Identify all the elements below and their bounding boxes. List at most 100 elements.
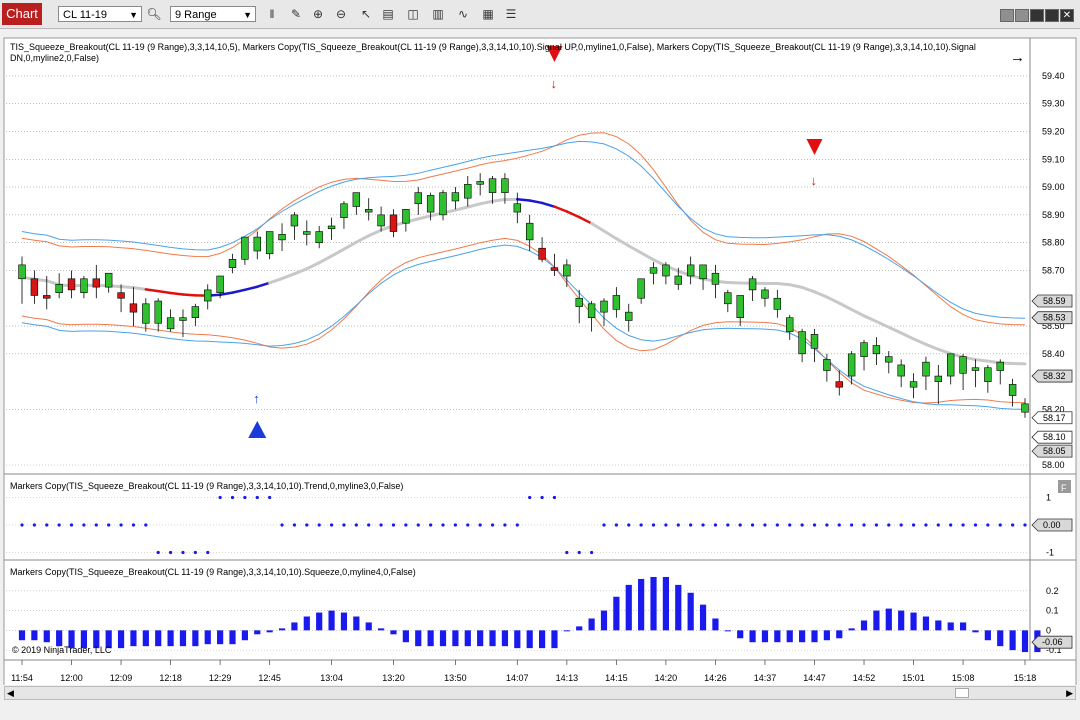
squeeze-bar (117, 630, 125, 649)
trend-dot (268, 495, 272, 500)
indicators-icon[interactable]: ▥ (432, 7, 444, 21)
search-icon[interactable]: 🔍︎ (146, 7, 162, 21)
price-tag-label: -0.06 (1042, 637, 1063, 647)
squeeze-bar (761, 630, 769, 643)
lower-inner-band (21, 244, 1026, 410)
squeeze-bar (340, 612, 348, 631)
ma-segment (874, 319, 891, 329)
candle-body (365, 209, 373, 213)
chart-area[interactable]: ↓↓↑ 59.4059.3059.2059.1059.0058.9058.805… (0, 29, 1080, 685)
trend-dot (651, 523, 656, 527)
scroll-thumb[interactable] (955, 688, 969, 698)
y-tick-label: 59.30 (1042, 99, 1065, 109)
trend-dot (1011, 523, 1015, 527)
trend-dot (354, 523, 358, 527)
candle-body (612, 295, 621, 310)
y-tick-label: 1 (1046, 493, 1051, 503)
candle-body (80, 278, 88, 293)
candle-body (377, 214, 385, 227)
bars-icon[interactable]: ǁ (269, 7, 275, 21)
properties-icon[interactable]: ▦ (482, 7, 494, 21)
ma-segment (565, 210, 581, 219)
ma-segment (825, 295, 841, 305)
candle-body (847, 353, 856, 377)
squeeze-bar (836, 630, 843, 639)
trend-dot (367, 523, 371, 527)
tile-icon[interactable] (1015, 9, 1029, 22)
candle-body (686, 264, 695, 277)
zoom-out-icon[interactable]: ⊖ (335, 7, 347, 21)
bar-type-select[interactable]: 9 Range ▼ (170, 6, 256, 22)
horizontal-scrollbar[interactable]: ◀ ▶ (4, 686, 1076, 700)
scroll-right-icon[interactable]: ▶ (1066, 688, 1073, 698)
ma-segment (491, 198, 507, 203)
squeeze-bar (179, 630, 187, 647)
trend-dot (107, 523, 111, 527)
trend-dot (614, 523, 618, 527)
y-tick-label: 59.40 (1042, 71, 1065, 81)
trend-dot (429, 523, 433, 527)
candle-body (414, 192, 422, 205)
ma-segment (887, 325, 903, 335)
squeeze-bar (402, 630, 409, 643)
squeeze-bar (192, 630, 199, 647)
x-tick-label: 12:00 (60, 673, 83, 683)
ma-segment (614, 237, 631, 248)
squeeze-bar (501, 630, 509, 647)
squeeze-bar (984, 630, 991, 641)
candle-body (451, 192, 460, 202)
trend-dot (738, 523, 742, 527)
instrument-select[interactable]: CL 11-19 ▼ (58, 6, 142, 22)
data-box-icon[interactable]: ▤ (382, 7, 394, 21)
squeeze-bar (18, 630, 26, 641)
squeeze-bar (353, 616, 360, 631)
candle-body (216, 275, 224, 293)
list-icon[interactable]: ☰ (505, 7, 517, 21)
strategies-icon[interactable]: ∿ (457, 7, 469, 21)
y-tick-label: -1 (1046, 548, 1054, 558)
squeeze-bar (80, 630, 88, 649)
zoom-in-icon[interactable]: ⊕ (312, 7, 324, 21)
trend-dot (874, 523, 879, 527)
ma-segment (169, 291, 185, 296)
trend-dot (788, 523, 792, 527)
ma-segment (256, 281, 271, 288)
pointer-icon[interactable]: ↖ (360, 7, 372, 21)
chart-tab[interactable]: Chart (2, 3, 42, 25)
candle-body (43, 295, 51, 299)
trend-dot (317, 523, 321, 527)
minimize-icon[interactable] (1030, 9, 1044, 22)
candle-body (92, 278, 101, 288)
candle-body (649, 267, 658, 274)
candle-body (748, 278, 757, 291)
signal-up-arrow: ↑ (253, 391, 260, 406)
tile-icon[interactable] (1000, 9, 1014, 22)
scroll-left-icon[interactable]: ◀ (7, 688, 14, 698)
squeeze-bar (477, 630, 484, 647)
trend-dot (899, 523, 903, 527)
ma-segment (367, 228, 383, 238)
templates-icon[interactable]: ◫ (407, 7, 419, 21)
ma-segment (899, 331, 916, 341)
trend-dot (168, 550, 173, 555)
arrow-right-icon[interactable]: → (1010, 49, 1025, 66)
y-tick-label: 58.00 (1042, 460, 1065, 470)
f-icon: F (1061, 483, 1067, 493)
close-icon[interactable]: ✕ (1060, 9, 1074, 22)
squeeze-bar (551, 630, 558, 649)
ma-segment (912, 337, 928, 346)
squeeze-bar (563, 630, 570, 632)
ma-segment (639, 251, 656, 262)
panel-collapse-button[interactable] (1058, 480, 1071, 493)
x-tick-label: 13:04 (320, 673, 343, 683)
pencil-icon[interactable]: ✎ (290, 7, 302, 21)
candle-body (241, 236, 249, 260)
trend-dot (726, 523, 730, 527)
maximize-icon[interactable] (1045, 9, 1059, 22)
trend-dot (478, 523, 482, 527)
squeeze-bar (278, 628, 286, 631)
squeeze-bar (799, 630, 806, 643)
trend-dot (565, 550, 569, 555)
trend-dot (453, 523, 457, 527)
candle-body (142, 303, 150, 324)
